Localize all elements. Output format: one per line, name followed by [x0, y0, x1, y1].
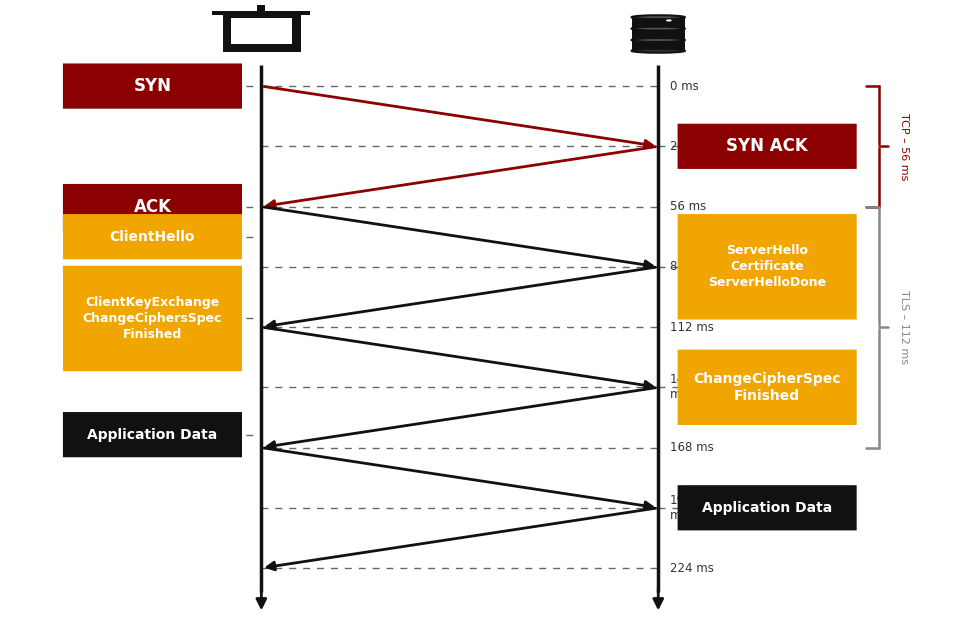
Bar [632, 40, 685, 51]
Text: ServerHello
Certificate
ServerHelloDone: ServerHello Certificate ServerHelloDone [708, 245, 827, 290]
Text: TCP – 56 ms: TCP – 56 ms [899, 112, 909, 180]
Text: 168 ms: 168 ms [670, 441, 713, 454]
Text: SYN: SYN [134, 77, 171, 95]
FancyBboxPatch shape [63, 412, 242, 457]
Text: 196
ms: 196 ms [670, 494, 692, 522]
FancyBboxPatch shape [678, 349, 857, 425]
Bar [632, 17, 685, 28]
FancyBboxPatch shape [63, 184, 242, 229]
Bar [632, 29, 685, 39]
Text: 84 ms: 84 ms [670, 260, 706, 273]
Ellipse shape [666, 19, 672, 21]
Text: 112 ms: 112 ms [670, 321, 713, 334]
Text: TLS – 112 ms: TLS – 112 ms [899, 290, 909, 364]
FancyBboxPatch shape [63, 214, 242, 260]
FancyBboxPatch shape [225, 15, 298, 49]
Text: Receiver: Receiver [613, 0, 704, 4]
FancyBboxPatch shape [678, 485, 857, 530]
FancyBboxPatch shape [63, 266, 242, 371]
Text: Application Data: Application Data [702, 501, 832, 515]
Text: Sender: Sender [225, 0, 298, 4]
Ellipse shape [631, 15, 685, 19]
Text: 140
ms: 140 ms [670, 373, 692, 401]
Ellipse shape [631, 38, 685, 42]
Bar [231, 18, 292, 44]
Text: ACK: ACK [134, 198, 171, 215]
Text: ClientHello: ClientHello [109, 230, 196, 244]
Text: 56 ms: 56 ms [670, 200, 706, 213]
Text: ClientKeyExchange
ChangeCiphersSpec
Finished: ClientKeyExchange ChangeCiphersSpec Fini… [82, 296, 223, 341]
Text: SYN ACK: SYN ACK [726, 137, 808, 155]
FancyBboxPatch shape [678, 124, 857, 169]
Ellipse shape [631, 27, 685, 31]
Text: ChangeCipherSpec
Finished: ChangeCipherSpec Finished [693, 372, 841, 403]
Text: 224 ms: 224 ms [670, 562, 713, 575]
Ellipse shape [631, 49, 685, 52]
Text: Application Data: Application Data [87, 427, 218, 442]
FancyBboxPatch shape [63, 64, 242, 109]
Bar [212, 11, 311, 15]
Bar [257, 5, 265, 11]
Text: 0 ms: 0 ms [670, 80, 699, 92]
Text: 28 ms: 28 ms [670, 140, 706, 153]
FancyBboxPatch shape [678, 214, 857, 319]
